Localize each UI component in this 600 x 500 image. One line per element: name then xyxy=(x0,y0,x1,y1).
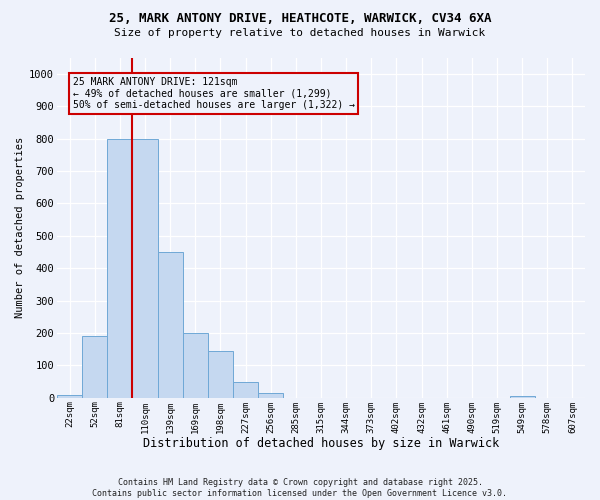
Text: Size of property relative to detached houses in Warwick: Size of property relative to detached ho… xyxy=(115,28,485,38)
Text: Contains HM Land Registry data © Crown copyright and database right 2025.
Contai: Contains HM Land Registry data © Crown c… xyxy=(92,478,508,498)
Bar xyxy=(82,336,107,398)
Text: 25, MARK ANTONY DRIVE, HEATHCOTE, WARWICK, CV34 6XA: 25, MARK ANTONY DRIVE, HEATHCOTE, WARWIC… xyxy=(109,12,491,26)
Bar xyxy=(208,351,233,398)
Bar xyxy=(158,252,182,398)
Bar xyxy=(57,394,82,398)
X-axis label: Distribution of detached houses by size in Warwick: Distribution of detached houses by size … xyxy=(143,437,499,450)
Y-axis label: Number of detached properties: Number of detached properties xyxy=(15,137,25,318)
Bar xyxy=(233,382,258,398)
Text: 25 MARK ANTONY DRIVE: 121sqm
← 49% of detached houses are smaller (1,299)
50% of: 25 MARK ANTONY DRIVE: 121sqm ← 49% of de… xyxy=(73,77,355,110)
Bar xyxy=(182,333,208,398)
Bar xyxy=(258,393,283,398)
Bar xyxy=(107,138,133,398)
Bar xyxy=(509,396,535,398)
Bar xyxy=(133,138,158,398)
